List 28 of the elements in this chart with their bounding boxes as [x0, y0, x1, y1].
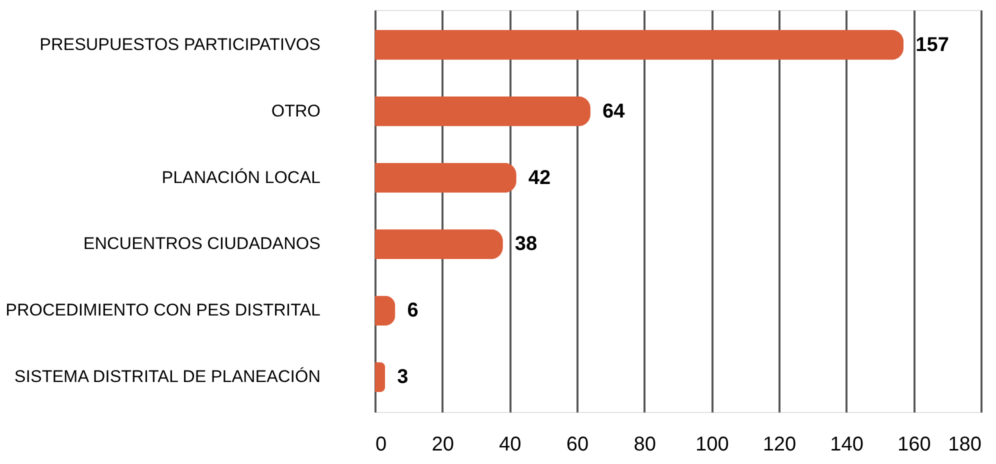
data-label: 157 — [916, 34, 949, 56]
bar — [375, 229, 503, 260]
x-tick-label: 120 — [762, 434, 796, 456]
data-label: 38 — [514, 233, 538, 256]
y-tick-label: SISTEMA DISTRITAL DE PLANEACIÓN — [14, 367, 320, 386]
x-tick-label: 160 — [897, 434, 931, 456]
x-tick-label: 180 — [948, 434, 982, 456]
x-tick-label: 60 — [566, 434, 589, 456]
bar — [375, 362, 386, 392]
bar — [375, 162, 516, 193]
x-tick-label: 100 — [695, 434, 729, 456]
x-tick-label: 140 — [830, 434, 864, 456]
data-label: 64 — [602, 100, 626, 122]
data-label: 3 — [397, 366, 408, 388]
y-tick-label: ENCUENTROS CIUDADANOS — [83, 234, 320, 254]
y-tick-label: PROCEDIMIENTO CON PES DISTRITAL — [6, 300, 320, 320]
x-tick-label: 20 — [432, 434, 454, 456]
bar — [375, 96, 590, 126]
y-tick-label: OTRO — [271, 101, 320, 120]
y-tick-label: PRESUPUESTOS PARTICIPATIVOS — [40, 34, 320, 54]
data-label: 6 — [407, 300, 418, 322]
x-tick-label: 0 — [376, 434, 387, 456]
data-label: 42 — [528, 166, 551, 189]
x-tick-label: 80 — [634, 434, 656, 456]
y-tick-label: PLANACIÓN LOCAL — [162, 168, 320, 187]
x-tick-label: 40 — [499, 434, 522, 456]
bar — [375, 30, 904, 60]
bar — [375, 296, 396, 326]
